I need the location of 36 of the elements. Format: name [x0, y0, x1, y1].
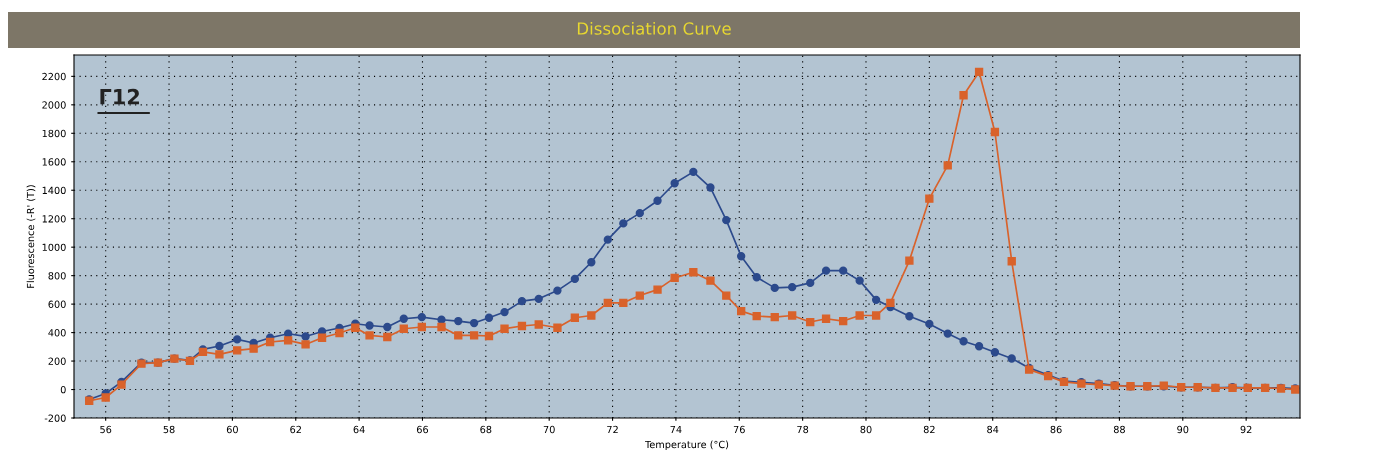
x-tick-label: 76: [733, 425, 745, 434]
x-tick-label: 68: [480, 425, 492, 434]
x-tick-label: 72: [607, 425, 618, 434]
x-tick-label: 70: [543, 425, 555, 434]
x-tick-label: 74: [670, 425, 682, 434]
x-tick-label: 58: [163, 425, 175, 434]
y-tick-label: 1800: [42, 129, 66, 138]
y-tick-label: -200: [44, 414, 66, 422]
y-tick-label: 2200: [42, 72, 66, 81]
y-tick-label: 1600: [42, 158, 66, 166]
x-tick-label: 64: [353, 425, 365, 434]
x-tick-label: 92: [1240, 425, 1252, 434]
x-tick-label: 82: [923, 425, 935, 434]
y-tick-label: 0: [60, 386, 66, 394]
x-tick-label: 66: [416, 425, 429, 434]
x-tick-label: 56: [100, 425, 112, 434]
y-tick-label: 800: [48, 272, 66, 280]
y-tick-label: 1400: [42, 186, 66, 195]
x-tick-label: 88: [1113, 425, 1125, 434]
y-tick-label: 600: [48, 300, 66, 308]
annotation: Г12: [100, 88, 139, 105]
x-tick-label: 80: [860, 425, 872, 434]
x-axis-title: Temperature (°C): [645, 440, 729, 451]
y-tick-label: 400: [48, 329, 66, 337]
y-tick-label: 2000: [42, 101, 66, 109]
x-tick-label: 60: [226, 425, 238, 434]
y-tick-label: 1000: [42, 243, 66, 252]
y-tick-label: 1200: [42, 215, 66, 223]
y-axis-title: Fluorescence (-R' (T)): [26, 185, 36, 288]
x-tick-label: 78: [797, 425, 809, 434]
y-tick-label: 200: [48, 357, 66, 365]
x-tick-label: 84: [987, 425, 999, 434]
x-tick-label: 62: [290, 425, 301, 434]
x-tick-label: 90: [1177, 425, 1189, 434]
x-tick-label: 86: [1050, 425, 1062, 434]
chart-title: Dissociation Curve: [577, 21, 731, 35]
